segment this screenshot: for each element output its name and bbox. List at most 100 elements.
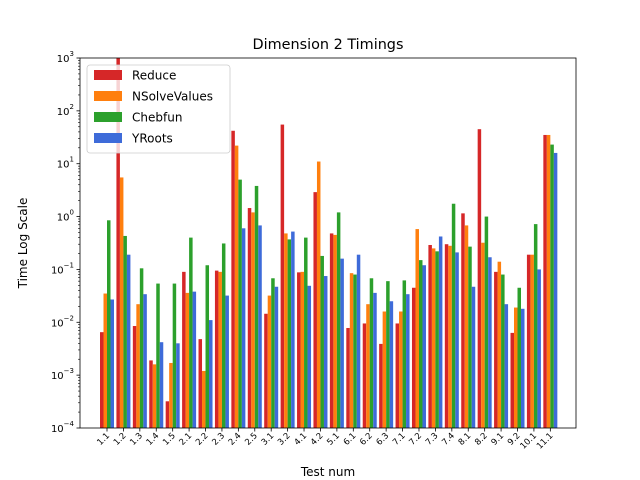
y-tick-base: 10 — [57, 54, 70, 65]
bar-reduce-3-1 — [264, 313, 268, 428]
bar-chebfun-9-2 — [517, 287, 521, 428]
plot-frame — [79, 57, 577, 429]
legend-label-chebfun: Chebfun — [132, 111, 182, 125]
bar-reduce-7-1 — [395, 323, 400, 428]
bar-chebfun-3-2 — [287, 239, 292, 428]
bar-reduce-7-3 — [428, 244, 432, 428]
y-tick-exponent: −2 — [64, 314, 74, 322]
bar-nsolvevalues-8-2 — [481, 242, 485, 428]
bar-yroots-8-1 — [471, 286, 476, 428]
y-tick-exponent: 3 — [70, 50, 74, 58]
bar-yroots-2-3 — [225, 295, 229, 428]
bar-reduce-1-4 — [149, 360, 153, 428]
bar-chebfun-3-1 — [271, 278, 275, 428]
bar-yroots-11-1 — [553, 152, 558, 428]
bar-yroots-10-1 — [537, 269, 541, 428]
bar-yroots-1-3 — [143, 294, 147, 428]
y-tick-label: 10−2 — [51, 314, 74, 329]
legend-label-nsolvevalues: NSolveValues — [132, 90, 213, 104]
bar-reduce-9-2 — [510, 332, 514, 428]
bar-chebfun-2-4 — [238, 179, 242, 428]
bar-yroots-7-4 — [455, 252, 459, 428]
bar-nsolvevalues-3-2 — [284, 233, 288, 428]
legend-swatch-chebfun — [94, 112, 122, 122]
bar-nsolvevalues-8-1 — [464, 225, 469, 428]
legend-swatch-reduce — [94, 70, 122, 80]
bar-nsolvevalues-2-3 — [218, 271, 222, 428]
y-tick-exponent: −1 — [64, 261, 74, 269]
bar-nsolvevalues-1-3 — [136, 304, 140, 428]
bar-reduce-1-3 — [132, 326, 137, 428]
bar-reduce-3-2 — [280, 124, 285, 428]
bar-chebfun-1-3 — [139, 268, 144, 428]
bar-reduce-8-1 — [461, 213, 465, 428]
y-tick-label: 102 — [57, 103, 74, 118]
bar-nsolvevalues-11-1 — [546, 134, 551, 428]
bar-reduce-2-4 — [231, 130, 235, 428]
bar-reduce-1-2 — [116, 58, 120, 428]
bar-nsolvevalues-9-2 — [514, 307, 518, 428]
y-tick-exponent: 1 — [70, 156, 74, 164]
bar-nsolvevalues-2-5 — [251, 212, 255, 428]
bar-reduce-4-2 — [313, 192, 317, 428]
bar-chebfun-1-2 — [123, 235, 127, 428]
bar-nsolvevalues-2-2 — [202, 370, 206, 428]
y-tick-label: 100 — [57, 209, 74, 224]
bar-nsolvevalues-1-2 — [119, 177, 124, 428]
y-tick-label: 10−4 — [51, 420, 75, 435]
bar-chebfun-1-4 — [156, 283, 160, 428]
bar-reduce-4-1 — [297, 272, 301, 428]
bar-chebfun-2-5 — [254, 185, 259, 428]
y-tick-label: 103 — [57, 50, 74, 65]
bar-chebfun-7-2 — [418, 260, 423, 428]
bar-nsolvevalues-1-5 — [169, 362, 173, 428]
bar-reduce-2-1 — [182, 271, 186, 428]
bar-chebfun-6-3 — [386, 281, 390, 428]
y-tick-label: 10−1 — [51, 261, 74, 276]
bar-reduce-1-1 — [100, 332, 104, 428]
bar-reduce-9-1 — [494, 271, 498, 428]
bar-yroots-8-2 — [488, 257, 492, 428]
bar-chebfun-4-1 — [304, 237, 308, 428]
bar-yroots-1-4 — [159, 342, 164, 428]
y-tick-label: 101 — [57, 156, 74, 171]
bar-nsolvevalues-7-4 — [448, 245, 452, 428]
bar-nsolvevalues-6-3 — [382, 311, 387, 428]
bar-yroots-5-1 — [340, 258, 344, 428]
bar-nsolvevalues-2-1 — [185, 292, 190, 428]
legend-box — [86, 64, 231, 154]
bar-nsolvevalues-7-1 — [399, 311, 403, 428]
bar-reduce-8-2 — [477, 129, 482, 428]
bar-yroots-2-2 — [209, 320, 213, 428]
bar-yroots-1-1 — [110, 299, 114, 428]
bar-chebfun-2-2 — [205, 265, 210, 428]
bar-yroots-1-5 — [176, 343, 180, 428]
bar-nsolvevalues-4-1 — [300, 271, 305, 428]
bar-chebfun-8-2 — [484, 216, 489, 428]
legend-swatch-nsolvevalues — [94, 91, 122, 101]
y-tick-base: 10 — [57, 160, 70, 171]
bar-chebfun-11-1 — [550, 144, 554, 428]
y-tick-base: 10 — [51, 371, 64, 382]
y-tick-exponent: −3 — [64, 367, 74, 375]
y-tick-exponent: −4 — [64, 420, 75, 428]
bar-nsolvevalues-7-2 — [415, 229, 419, 428]
bar-nsolvevalues-7-3 — [431, 248, 436, 428]
y-tick-base: 10 — [57, 107, 70, 118]
bar-reduce-10-1 — [526, 254, 531, 428]
bar-yroots-6-3 — [389, 301, 394, 428]
bar-yroots-9-2 — [521, 308, 525, 428]
y-tick-base: 10 — [51, 424, 64, 435]
bar-chebfun-1-5 — [172, 283, 177, 428]
legend: Reduce NSolveValues Chebfun YRoots — [86, 64, 231, 154]
bar-nsolvevalues-4-2 — [316, 161, 321, 428]
x-axis-label: Test num — [300, 465, 355, 479]
bar-reduce-2-5 — [247, 208, 252, 428]
bar-reduce-6-2 — [362, 323, 367, 428]
bar-reduce-2-3 — [214, 270, 219, 428]
bar-yroots-7-2 — [422, 265, 426, 428]
bar-yroots-7-1 — [406, 294, 410, 428]
bar-reduce-5-1 — [329, 233, 334, 428]
bar-chebfun-6-2 — [369, 278, 374, 428]
